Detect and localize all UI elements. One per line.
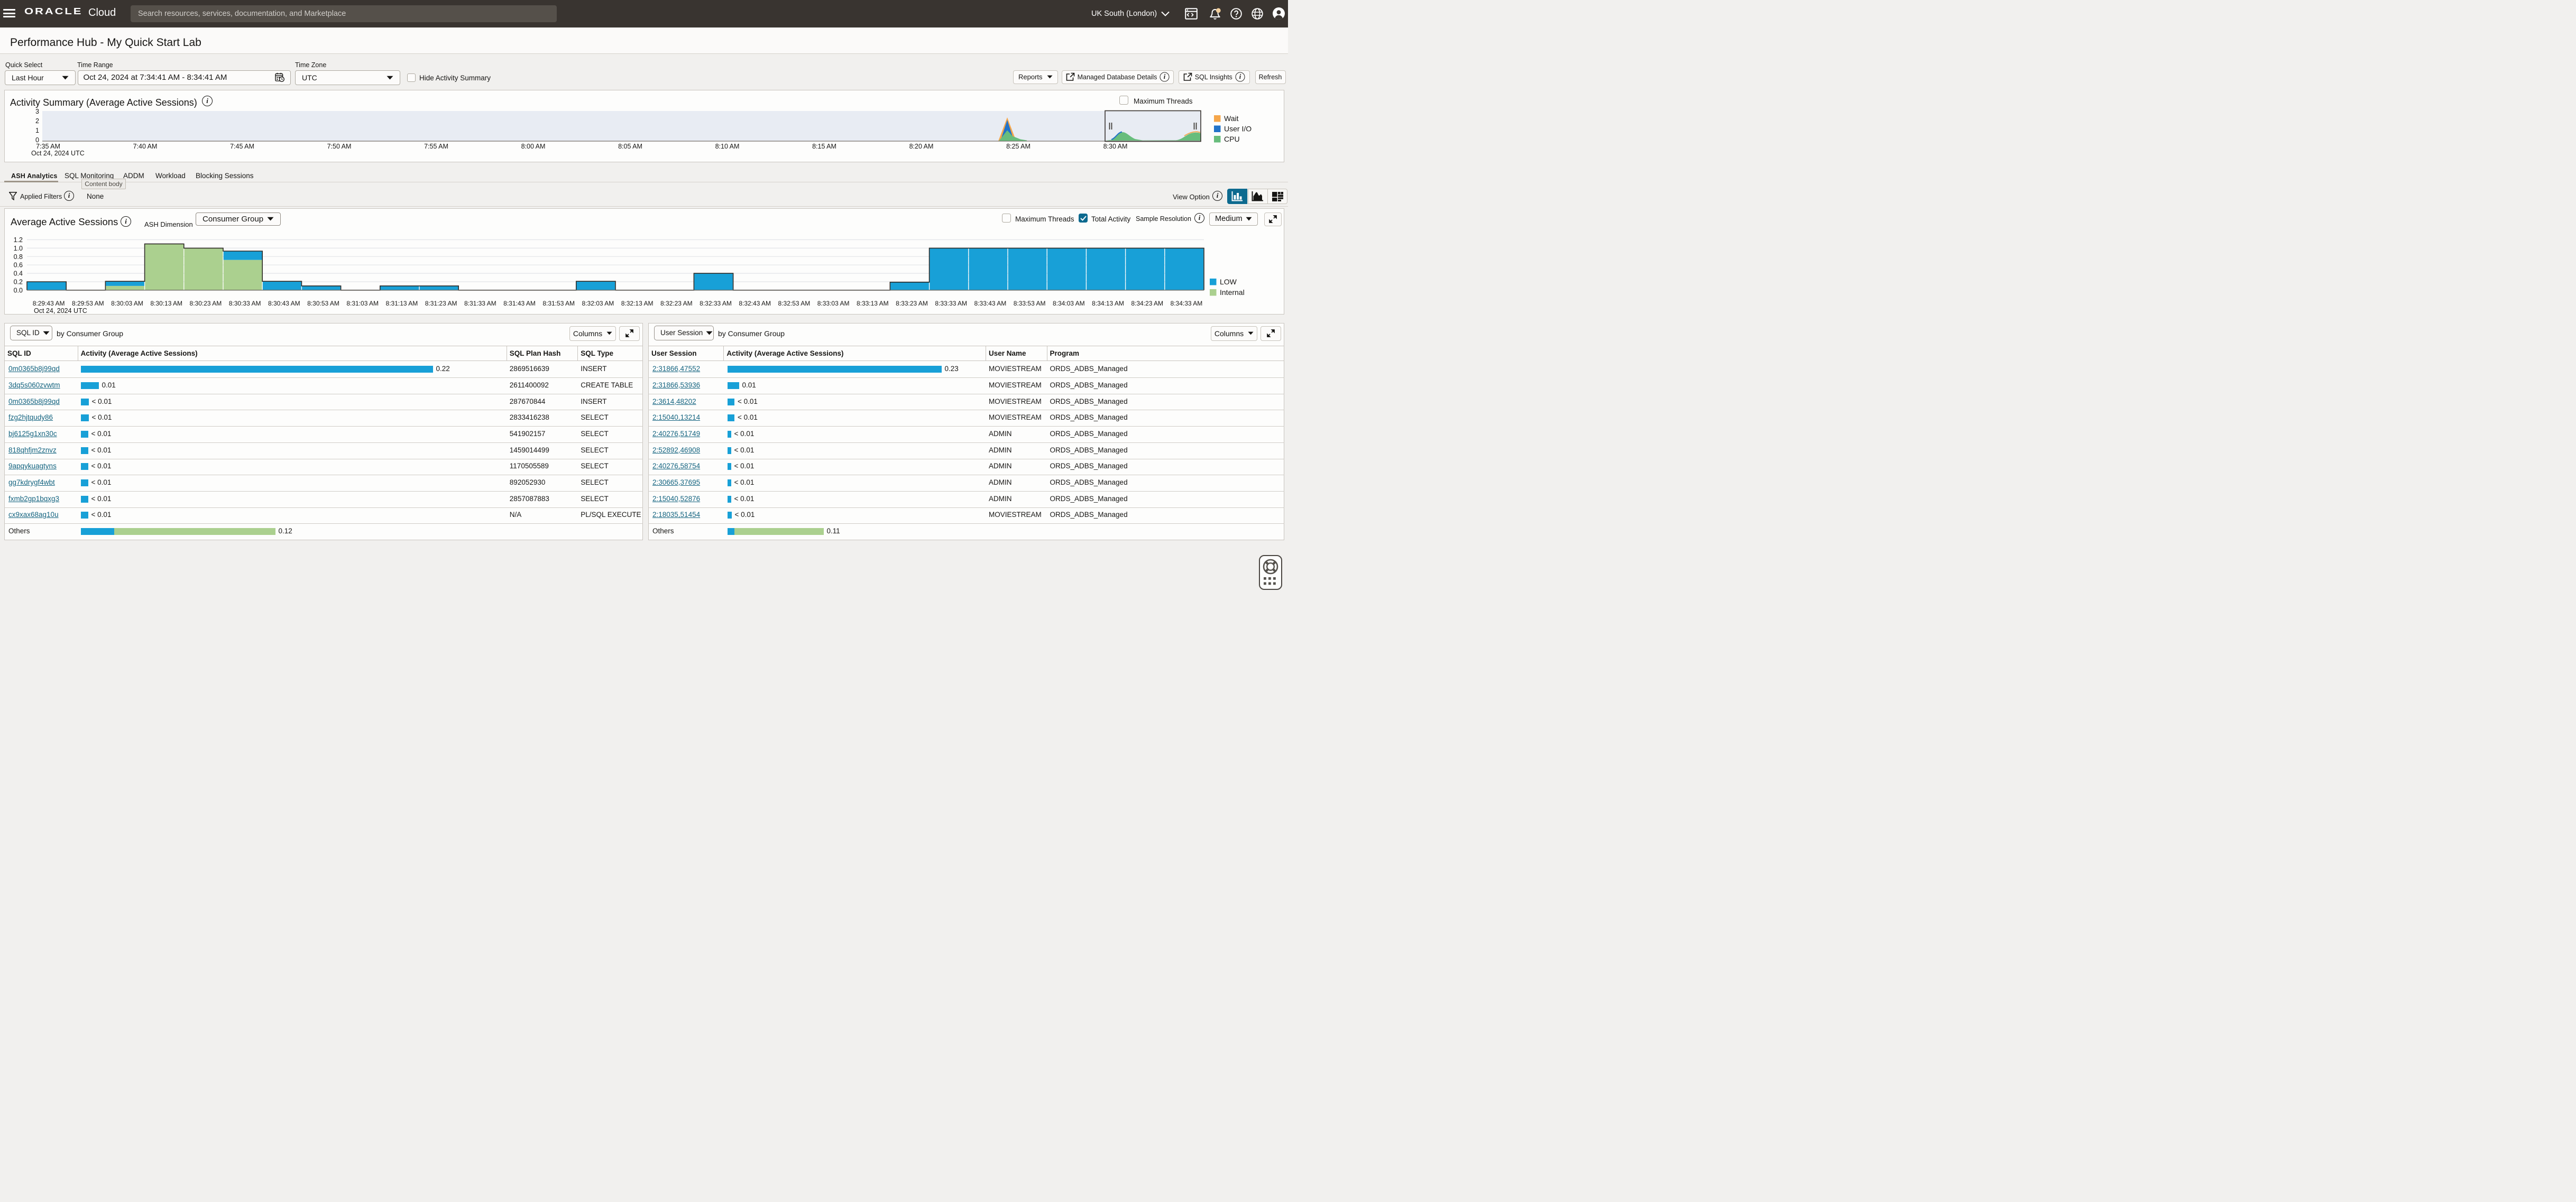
svg-text:8:30:23 AM: 8:30:23 AM: [190, 300, 222, 307]
svg-text:8:10 AM: 8:10 AM: [715, 143, 740, 150]
svg-text:Oct 24, 2024 UTC: Oct 24, 2024 UTC: [34, 307, 87, 315]
svg-text:8:34:33 AM: 8:34:33 AM: [1171, 300, 1203, 307]
svg-text:8:25 AM: 8:25 AM: [1006, 143, 1031, 150]
svg-text:8:20 AM: 8:20 AM: [909, 143, 934, 150]
svg-text:7:35 AM: 7:35 AM: [36, 143, 60, 150]
svg-text:0.2: 0.2: [14, 279, 23, 286]
svg-text:0: 0: [35, 136, 39, 144]
svg-text:Oct 24, 2024 UTC: Oct 24, 2024 UTC: [31, 150, 85, 157]
svg-text:8:15 AM: 8:15 AM: [812, 143, 836, 150]
svg-text:User I/O: User I/O: [1224, 125, 1252, 133]
svg-text:0.0: 0.0: [14, 286, 23, 294]
svg-text:8:30:53 AM: 8:30:53 AM: [307, 300, 339, 307]
svg-text:7:55 AM: 7:55 AM: [424, 143, 448, 150]
svg-text:8:32:03 AM: 8:32:03 AM: [582, 300, 614, 307]
svg-text:LOW: LOW: [1220, 278, 1237, 286]
svg-text:8:31:03 AM: 8:31:03 AM: [346, 300, 379, 307]
svg-text:1.2: 1.2: [14, 236, 23, 244]
svg-text:8:33:53 AM: 8:33:53 AM: [1014, 300, 1046, 307]
svg-text:8:34:13 AM: 8:34:13 AM: [1092, 300, 1124, 307]
svg-text:8:31:23 AM: 8:31:23 AM: [425, 300, 457, 307]
svg-text:3: 3: [35, 108, 39, 115]
svg-text:8:30:33 AM: 8:30:33 AM: [229, 300, 261, 307]
svg-text:8:33:13 AM: 8:33:13 AM: [857, 300, 889, 307]
svg-text:8:30 AM: 8:30 AM: [1103, 143, 1128, 150]
svg-text:8:30:43 AM: 8:30:43 AM: [268, 300, 300, 307]
svg-text:8:32:53 AM: 8:32:53 AM: [778, 300, 811, 307]
svg-text:8:31:43 AM: 8:31:43 AM: [503, 300, 536, 307]
svg-text:8:34:03 AM: 8:34:03 AM: [1053, 300, 1085, 307]
svg-text:Wait: Wait: [1224, 114, 1239, 123]
svg-text:8:05 AM: 8:05 AM: [618, 143, 642, 150]
svg-text:1: 1: [35, 127, 39, 134]
svg-text:8:32:13 AM: 8:32:13 AM: [621, 300, 654, 307]
svg-text:8:31:33 AM: 8:31:33 AM: [464, 300, 496, 307]
svg-text:8:29:53 AM: 8:29:53 AM: [72, 300, 104, 307]
svg-text:8:33:33 AM: 8:33:33 AM: [935, 300, 967, 307]
svg-text:Internal: Internal: [1220, 288, 1245, 297]
svg-text:8:31:13 AM: 8:31:13 AM: [386, 300, 418, 307]
svg-text:8:33:23 AM: 8:33:23 AM: [896, 300, 928, 307]
svg-text:8:33:03 AM: 8:33:03 AM: [817, 300, 850, 307]
svg-text:7:40 AM: 7:40 AM: [133, 143, 158, 150]
svg-text:8:32:23 AM: 8:32:23 AM: [660, 300, 693, 307]
svg-text:8:34:23 AM: 8:34:23 AM: [1131, 300, 1163, 307]
svg-text:CPU: CPU: [1224, 135, 1240, 143]
svg-text:8:29:43 AM: 8:29:43 AM: [33, 300, 65, 307]
svg-text:7:50 AM: 7:50 AM: [327, 143, 352, 150]
svg-text:8:30:13 AM: 8:30:13 AM: [150, 300, 182, 307]
svg-text:0.8: 0.8: [14, 253, 23, 261]
svg-text:0.4: 0.4: [14, 270, 23, 278]
svg-text:0.6: 0.6: [14, 262, 23, 269]
svg-text:8:33:43 AM: 8:33:43 AM: [974, 300, 1007, 307]
svg-text:7:45 AM: 7:45 AM: [230, 143, 254, 150]
svg-text:8:32:43 AM: 8:32:43 AM: [739, 300, 771, 307]
svg-text:2: 2: [35, 117, 39, 125]
svg-text:8:00 AM: 8:00 AM: [521, 143, 546, 150]
svg-text:8:32:33 AM: 8:32:33 AM: [700, 300, 732, 307]
svg-text:8:31:53 AM: 8:31:53 AM: [542, 300, 575, 307]
svg-text:8:30:03 AM: 8:30:03 AM: [111, 300, 143, 307]
svg-text:1.0: 1.0: [14, 245, 23, 252]
